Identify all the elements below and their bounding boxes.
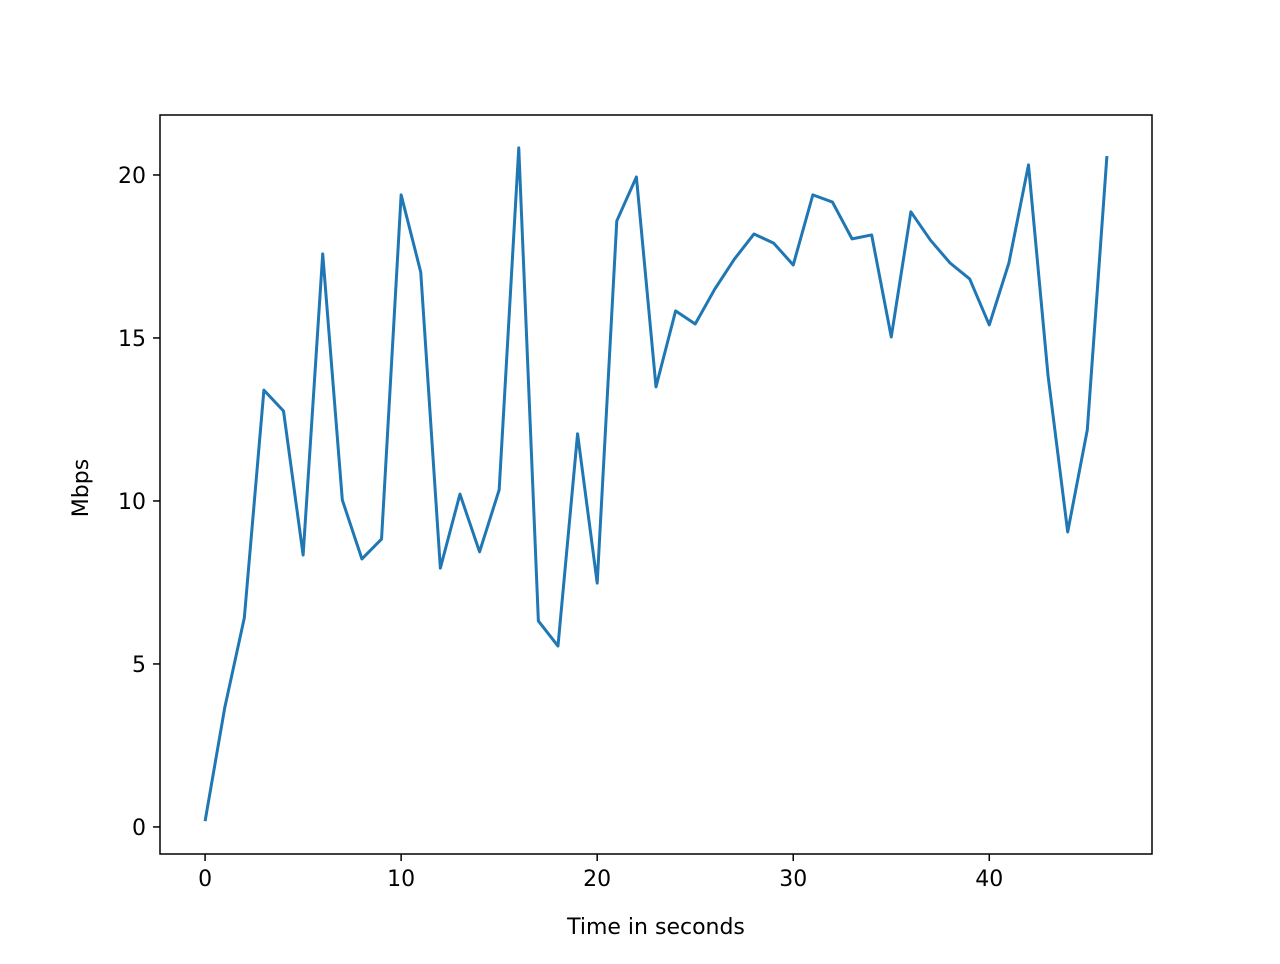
y-tick-label: 0 (132, 816, 146, 841)
x-tick-label: 40 (975, 867, 1003, 892)
x-tick-label: 20 (583, 867, 611, 892)
x-tick-label: 10 (387, 867, 415, 892)
x-tick-label: 30 (779, 867, 807, 892)
y-tick-label: 15 (118, 327, 146, 352)
x-tick-label: 0 (198, 867, 212, 892)
y-tick-label: 20 (118, 164, 146, 189)
y-tick-label: 10 (118, 490, 146, 515)
y-tick-label: 5 (132, 653, 146, 678)
x-axis-label: Time in seconds (566, 915, 745, 940)
data-line (203, 146, 1109, 822)
y-axis-label: Mbps (69, 459, 94, 517)
plot-frame (159, 114, 1153, 855)
